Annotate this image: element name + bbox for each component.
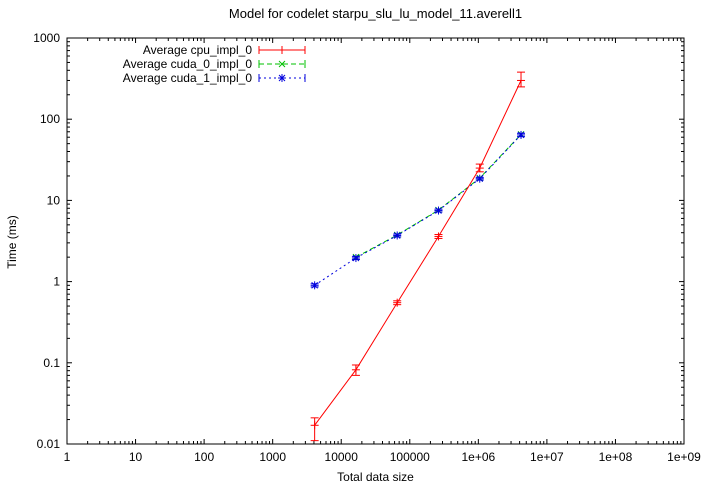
x-tick-label: 1	[64, 450, 71, 464]
star-marker	[517, 130, 526, 139]
y-tick-labels: 0.01 0.1 1 10 100 1000	[33, 31, 60, 451]
legend-label: Average cuda_1_impl_0	[123, 71, 253, 85]
cross-marker	[278, 60, 286, 68]
plot-border	[66, 37, 685, 445]
star-marker	[475, 174, 484, 183]
y-tick-label: 0.01	[37, 437, 61, 451]
x-tick-label: 1e+07	[530, 450, 564, 464]
axis-ticks	[66, 37, 685, 445]
legend-label: Average cuda_0_impl_0	[123, 57, 253, 71]
x-tick-label: 100	[194, 450, 214, 464]
x-tick-label: 1e+09	[667, 450, 701, 464]
plus-marker	[517, 76, 526, 85]
x-tick-labels: 1 10 100 1000 10000 100000 1e+06 1e+07 1e+08 1e+0…	[64, 450, 702, 464]
chart-title: Model for codelet starpu_slu_lu_model_11…	[228, 6, 523, 21]
y-tick-label: 1000	[33, 31, 60, 45]
plus-marker	[393, 298, 402, 307]
star-marker	[393, 231, 402, 240]
series-average-cuda-1-impl-0	[310, 130, 526, 290]
y-tick-label: 0.1	[43, 356, 60, 370]
series-average-cuda-0-impl-0	[352, 131, 525, 261]
x-tick-label: 10	[129, 450, 143, 464]
series-line	[314, 134, 522, 286]
plus-marker	[475, 164, 484, 173]
legend-entry-average-cuda-0-impl-0: Average cuda_0_impl_0	[123, 57, 306, 71]
plus-marker	[310, 421, 319, 430]
legend-entry-average-cuda-1-impl-0: Average cuda_1_impl_0	[123, 71, 306, 85]
legend-entry-average-cpu-impl-0: Average cpu_impl_0	[143, 43, 306, 57]
x-tick-label: 10000	[325, 450, 359, 464]
star-marker	[434, 206, 443, 215]
x-tick-label: 1e+06	[461, 450, 495, 464]
star-marker	[310, 281, 319, 290]
series-line	[314, 80, 522, 426]
star-marker	[278, 74, 286, 82]
plus-marker	[278, 46, 286, 54]
y-tick-label: 1	[53, 275, 60, 289]
legend-sample	[258, 74, 306, 82]
plus-marker	[434, 232, 443, 241]
y-tick-label: 100	[40, 112, 60, 126]
plus-marker	[351, 365, 360, 374]
star-marker	[351, 254, 360, 263]
y-tick-label: 10	[47, 193, 61, 207]
legend-label: Average cpu_impl_0	[143, 43, 253, 57]
x-tick-label: 100000	[390, 450, 430, 464]
series-average-cpu-impl-0	[310, 71, 526, 442]
x-tick-label: 1000	[259, 450, 286, 464]
x-axis-title: Total data size	[337, 470, 414, 484]
legend-sample	[258, 60, 306, 68]
x-tick-label: 1e+08	[599, 450, 633, 464]
